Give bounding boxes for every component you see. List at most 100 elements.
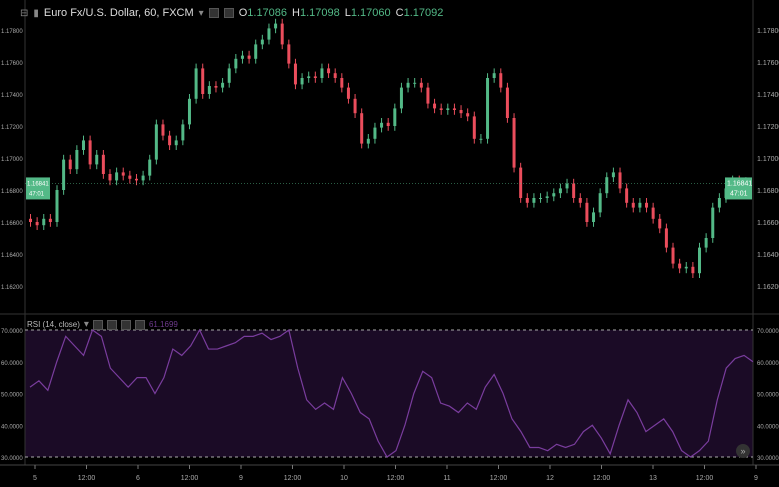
candle	[393, 103, 397, 131]
candle-body	[611, 172, 615, 178]
candle-body	[664, 228, 668, 248]
candle	[446, 103, 450, 115]
price-tick-label-left: 1.16400	[1, 253, 23, 259]
candle-body	[300, 78, 304, 85]
candle-body	[618, 172, 622, 189]
double-chevron-right-icon[interactable]: »	[736, 444, 750, 458]
candle-body	[201, 68, 205, 94]
candle	[651, 202, 655, 224]
candle-body	[519, 167, 523, 198]
candle-body	[492, 73, 496, 78]
rsi-add-button[interactable]	[120, 319, 131, 330]
candle-body	[307, 76, 311, 78]
price-tick-label-left: 1.17600	[1, 61, 23, 67]
candle	[108, 169, 112, 186]
candle	[55, 185, 59, 227]
candle	[419, 78, 423, 93]
candle-body	[29, 218, 32, 222]
rsi-settings-button[interactable]	[92, 319, 103, 330]
open-label: O	[238, 7, 248, 19]
candle-body	[578, 198, 582, 203]
candle	[141, 170, 145, 186]
price-tick-label: 1.17800	[757, 28, 779, 35]
candle	[380, 118, 384, 133]
time-tick-label: 12:00	[593, 475, 611, 482]
candle-body	[565, 183, 569, 189]
candle	[68, 154, 72, 174]
price-tick-label-left: 1.16200	[1, 285, 23, 291]
candle	[472, 111, 476, 144]
candle-body	[62, 159, 66, 190]
rsi-hide-button[interactable]	[106, 319, 117, 330]
candle-body	[671, 247, 675, 264]
candle-body	[128, 175, 132, 179]
rsi-legend: RSI (14, close) ▾ 61.1699	[27, 319, 178, 330]
rsi-tick-label-left: 30.0000	[1, 456, 23, 462]
candle	[300, 73, 304, 90]
candle-body	[452, 108, 456, 110]
candle	[413, 78, 417, 88]
caret-down-icon[interactable]: ▾	[83, 319, 89, 330]
candle	[698, 242, 702, 278]
candle	[154, 119, 158, 165]
rsi-remove-button[interactable]	[134, 319, 145, 330]
current-price-badge	[725, 177, 752, 200]
settings-button[interactable]	[208, 8, 219, 18]
time-tick-label: 13	[649, 475, 657, 482]
candle-body	[274, 23, 278, 29]
candle-body	[366, 138, 370, 144]
candle	[346, 82, 350, 104]
candle-body	[651, 207, 655, 219]
symbol-legend: ⊟ ▮ Euro Fx/U.S. Dollar, 60, FXCM ▾ O1.1…	[20, 7, 443, 19]
candle	[333, 68, 337, 83]
time-tick-label: 12:00	[696, 475, 714, 482]
candle-body	[280, 23, 284, 45]
time-tick-label: 12:00	[490, 475, 508, 482]
candle-body	[373, 127, 377, 139]
hide-button[interactable]	[223, 8, 234, 18]
candle	[479, 134, 483, 144]
candle	[578, 193, 582, 208]
candle	[88, 135, 92, 170]
candle-body	[121, 172, 125, 176]
rsi-tick-label-left: 60.0000	[1, 361, 23, 367]
candle	[433, 98, 437, 114]
candle-body	[658, 218, 662, 229]
candle-body	[552, 193, 556, 197]
candle-body	[704, 238, 708, 248]
candle	[240, 50, 244, 64]
candle	[459, 105, 463, 118]
time-tick-label: 12	[546, 475, 554, 482]
minus-box-icon[interactable]: ⊟	[20, 7, 29, 19]
candle	[572, 178, 576, 203]
candle-body	[267, 28, 271, 40]
candle	[313, 71, 317, 83]
candle-body	[558, 188, 562, 194]
candle-body	[214, 86, 218, 88]
candle-body	[115, 172, 119, 181]
candle	[260, 34, 264, 50]
candle-body	[413, 82, 417, 84]
price-tick-label-left: 1.16800	[1, 189, 23, 195]
candle-body	[227, 68, 231, 83]
caret-down-icon[interactable]: ▾	[198, 7, 204, 19]
symbol-title[interactable]: Euro Fx/U.S. Dollar, 60, FXCM	[43, 7, 194, 19]
candle	[625, 183, 629, 208]
candle	[711, 202, 715, 243]
price-tick-label: 1.16800	[757, 188, 779, 195]
candle	[512, 113, 516, 173]
candle-body	[353, 98, 357, 114]
candle-body	[638, 202, 642, 208]
candle	[81, 135, 85, 155]
candle	[539, 193, 543, 203]
candle-body	[406, 82, 410, 88]
rsi-title[interactable]: RSI (14, close)	[27, 320, 80, 329]
time-tick-label: 12:00	[181, 475, 199, 482]
current-price-label: 1.16841	[727, 180, 752, 187]
candle-body	[346, 87, 350, 99]
high-label: H	[292, 7, 300, 19]
candle	[585, 198, 589, 227]
candle-body	[320, 68, 324, 78]
candle-body	[293, 63, 297, 85]
